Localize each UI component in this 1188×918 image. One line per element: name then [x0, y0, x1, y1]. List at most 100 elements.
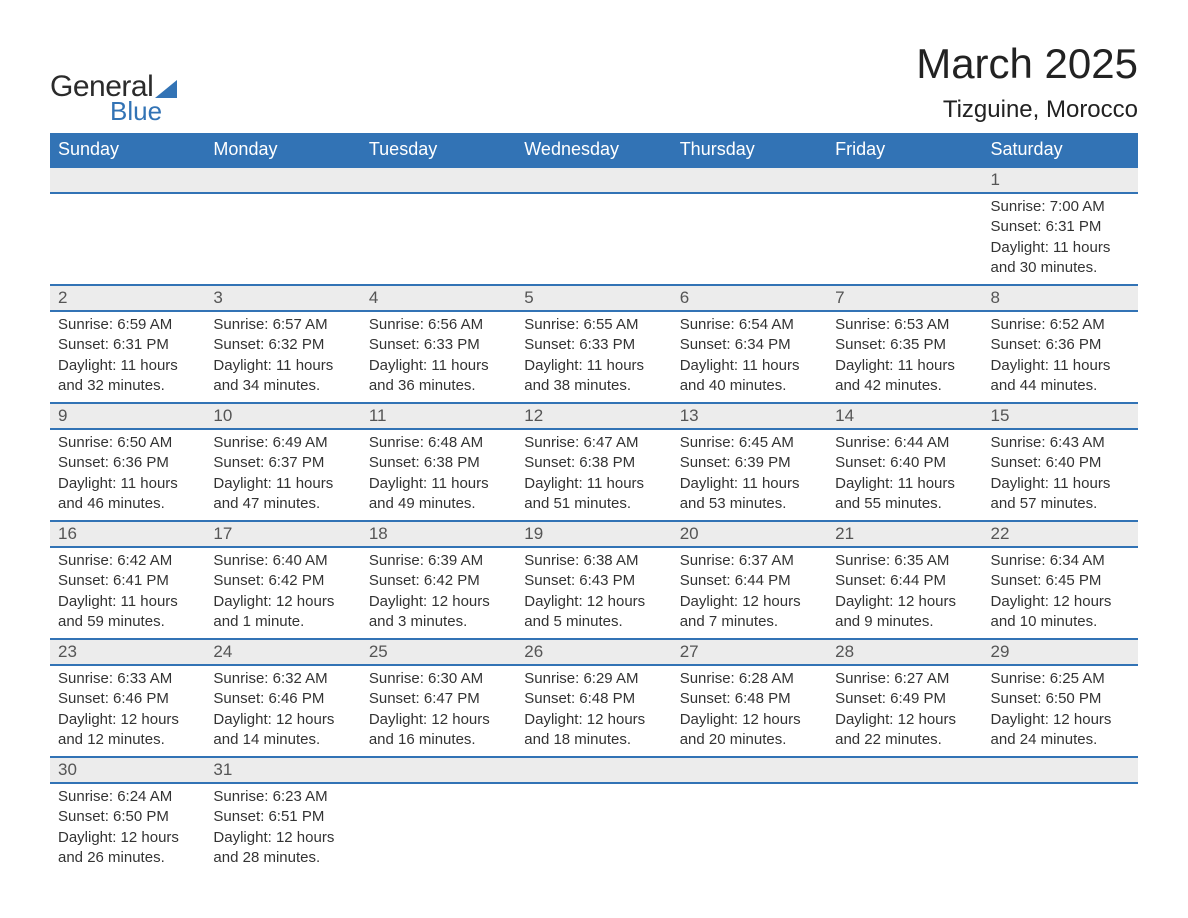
day-detail-text: Sunrise: 6:40 AMSunset: 6:42 PMDaylight:…	[205, 548, 360, 638]
day-cell-number: 31	[205, 757, 360, 783]
day-cell-number: 25	[361, 639, 516, 665]
day-cell-number: 16	[50, 521, 205, 547]
day-cell-detail: Sunrise: 6:56 AMSunset: 6:33 PMDaylight:…	[361, 311, 516, 403]
logo-word-blue: Blue	[110, 96, 177, 127]
day-detail-text: Sunrise: 6:52 AMSunset: 6:36 PMDaylight:…	[983, 312, 1138, 402]
day-cell-detail: Sunrise: 6:47 AMSunset: 6:38 PMDaylight:…	[516, 429, 671, 521]
day-cell-detail: Sunrise: 6:24 AMSunset: 6:50 PMDaylight:…	[50, 783, 205, 874]
day-cell-number: 5	[516, 285, 671, 311]
day-cell-number: 9	[50, 403, 205, 429]
day-cell-number: 2	[50, 285, 205, 311]
day-detail-text: Sunrise: 6:33 AMSunset: 6:46 PMDaylight:…	[50, 666, 205, 756]
day-cell-detail: Sunrise: 6:42 AMSunset: 6:41 PMDaylight:…	[50, 547, 205, 639]
day-cell-detail: Sunrise: 6:43 AMSunset: 6:40 PMDaylight:…	[983, 429, 1138, 521]
detail-row: Sunrise: 6:33 AMSunset: 6:46 PMDaylight:…	[50, 665, 1138, 757]
day-cell-detail: Sunrise: 6:35 AMSunset: 6:44 PMDaylight:…	[827, 547, 982, 639]
day-number: 4	[361, 286, 516, 310]
detail-row: Sunrise: 6:59 AMSunset: 6:31 PMDaylight:…	[50, 311, 1138, 403]
day-cell-number: 15	[983, 403, 1138, 429]
day-cell-number: 10	[205, 403, 360, 429]
day-number: 23	[50, 640, 205, 664]
day-detail-text: Sunrise: 6:47 AMSunset: 6:38 PMDaylight:…	[516, 430, 671, 520]
daynum-row: 3031	[50, 757, 1138, 783]
day-cell-number: 17	[205, 521, 360, 547]
column-header: Saturday	[983, 133, 1138, 167]
day-cell-number: 11	[361, 403, 516, 429]
day-cell-number: 19	[516, 521, 671, 547]
day-detail-text: Sunrise: 6:54 AMSunset: 6:34 PMDaylight:…	[672, 312, 827, 402]
day-detail-text: Sunrise: 6:48 AMSunset: 6:38 PMDaylight:…	[361, 430, 516, 520]
day-number: 24	[205, 640, 360, 664]
day-cell-detail	[516, 783, 671, 874]
day-cell-detail: Sunrise: 6:53 AMSunset: 6:35 PMDaylight:…	[827, 311, 982, 403]
day-detail-text: Sunrise: 6:37 AMSunset: 6:44 PMDaylight:…	[672, 548, 827, 638]
day-cell-number: 12	[516, 403, 671, 429]
day-number: 9	[50, 404, 205, 428]
day-cell-number: 21	[827, 521, 982, 547]
day-number: 31	[205, 758, 360, 782]
day-number: 13	[672, 404, 827, 428]
day-number: 20	[672, 522, 827, 546]
day-cell-number: 22	[983, 521, 1138, 547]
daynum-row: 9101112131415	[50, 403, 1138, 429]
day-cell-number: 24	[205, 639, 360, 665]
day-detail-text: Sunrise: 6:49 AMSunset: 6:37 PMDaylight:…	[205, 430, 360, 520]
day-cell-detail	[361, 783, 516, 874]
day-cell-detail: Sunrise: 6:50 AMSunset: 6:36 PMDaylight:…	[50, 429, 205, 521]
day-number: 10	[205, 404, 360, 428]
day-cell-number	[983, 757, 1138, 783]
day-cell-number: 1	[983, 167, 1138, 193]
day-cell-detail	[361, 193, 516, 285]
day-cell-detail: Sunrise: 6:34 AMSunset: 6:45 PMDaylight:…	[983, 547, 1138, 639]
day-number: 19	[516, 522, 671, 546]
day-number: 21	[827, 522, 982, 546]
day-number: 8	[983, 286, 1138, 310]
day-detail-text: Sunrise: 6:25 AMSunset: 6:50 PMDaylight:…	[983, 666, 1138, 756]
day-cell-detail	[983, 783, 1138, 874]
day-detail-text: Sunrise: 6:44 AMSunset: 6:40 PMDaylight:…	[827, 430, 982, 520]
header: General Blue March 2025 Tizguine, Morocc…	[50, 40, 1138, 127]
day-number: 5	[516, 286, 671, 310]
day-detail-text: Sunrise: 6:27 AMSunset: 6:49 PMDaylight:…	[827, 666, 982, 756]
day-number: 1	[983, 168, 1138, 192]
daynum-row: 2345678	[50, 285, 1138, 311]
day-cell-detail: Sunrise: 6:25 AMSunset: 6:50 PMDaylight:…	[983, 665, 1138, 757]
day-cell-detail	[50, 193, 205, 285]
day-cell-detail: Sunrise: 6:30 AMSunset: 6:47 PMDaylight:…	[361, 665, 516, 757]
location: Tizguine, Morocco	[916, 96, 1138, 124]
column-header: Wednesday	[516, 133, 671, 167]
calendar-header-row: SundayMondayTuesdayWednesdayThursdayFrid…	[50, 133, 1138, 167]
day-cell-detail: Sunrise: 6:32 AMSunset: 6:46 PMDaylight:…	[205, 665, 360, 757]
day-number: 17	[205, 522, 360, 546]
day-cell-number: 27	[672, 639, 827, 665]
day-cell-detail: Sunrise: 6:28 AMSunset: 6:48 PMDaylight:…	[672, 665, 827, 757]
day-number: 27	[672, 640, 827, 664]
column-header: Friday	[827, 133, 982, 167]
day-cell-number	[361, 757, 516, 783]
detail-row: Sunrise: 6:42 AMSunset: 6:41 PMDaylight:…	[50, 547, 1138, 639]
day-cell-number	[361, 167, 516, 193]
day-cell-detail	[672, 783, 827, 874]
column-header: Sunday	[50, 133, 205, 167]
day-cell-detail: Sunrise: 6:44 AMSunset: 6:40 PMDaylight:…	[827, 429, 982, 521]
day-number: 6	[672, 286, 827, 310]
day-cell-detail: Sunrise: 7:00 AMSunset: 6:31 PMDaylight:…	[983, 193, 1138, 285]
day-cell-number	[827, 167, 982, 193]
day-cell-number: 14	[827, 403, 982, 429]
day-cell-detail: Sunrise: 6:55 AMSunset: 6:33 PMDaylight:…	[516, 311, 671, 403]
day-cell-number: 13	[672, 403, 827, 429]
day-cell-number: 23	[50, 639, 205, 665]
day-detail-text: Sunrise: 6:56 AMSunset: 6:33 PMDaylight:…	[361, 312, 516, 402]
day-detail-text: Sunrise: 6:29 AMSunset: 6:48 PMDaylight:…	[516, 666, 671, 756]
day-cell-detail	[827, 783, 982, 874]
calendar-table: SundayMondayTuesdayWednesdayThursdayFrid…	[50, 133, 1138, 874]
day-detail-text: Sunrise: 7:00 AMSunset: 6:31 PMDaylight:…	[983, 194, 1138, 284]
day-cell-detail: Sunrise: 6:37 AMSunset: 6:44 PMDaylight:…	[672, 547, 827, 639]
day-detail-text: Sunrise: 6:59 AMSunset: 6:31 PMDaylight:…	[50, 312, 205, 402]
day-detail-text: Sunrise: 6:34 AMSunset: 6:45 PMDaylight:…	[983, 548, 1138, 638]
day-detail-text: Sunrise: 6:28 AMSunset: 6:48 PMDaylight:…	[672, 666, 827, 756]
title-block: March 2025 Tizguine, Morocco	[916, 40, 1138, 124]
column-header: Tuesday	[361, 133, 516, 167]
detail-row: Sunrise: 6:50 AMSunset: 6:36 PMDaylight:…	[50, 429, 1138, 521]
day-cell-number: 6	[672, 285, 827, 311]
